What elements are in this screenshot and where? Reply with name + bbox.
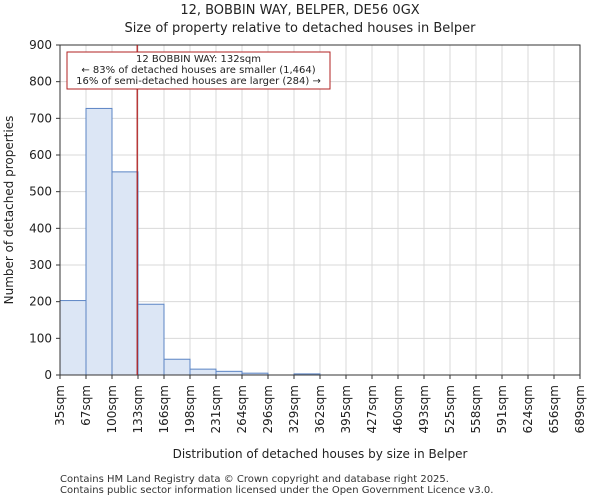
x-tick-label: 296sqm	[261, 385, 275, 433]
bar	[137, 303, 165, 376]
annotation-border	[66, 51, 331, 90]
y-tick-label: 300	[29, 258, 52, 272]
x-tick-label: 591sqm	[495, 385, 509, 433]
chart-title-line2: Size of property relative to detached ho…	[125, 21, 477, 36]
x-tick-label: 198sqm	[183, 385, 197, 433]
chart-title-line1: 12, BOBBIN WAY, BELPER, DE56 0GX	[180, 3, 419, 18]
x-tick-label: 264sqm	[235, 385, 249, 433]
x-tick-label: 493sqm	[417, 385, 431, 433]
x-tick-label: 166sqm	[157, 385, 171, 433]
x-tick-label: 67sqm	[79, 385, 93, 426]
plot-frame	[59, 44, 581, 376]
bar	[189, 368, 217, 376]
x-tick-label: 329sqm	[287, 385, 301, 433]
x-tick-label: 133sqm	[131, 385, 145, 433]
x-tick-label: 395sqm	[339, 385, 353, 433]
y-tick-label: 400	[29, 221, 52, 235]
bar	[111, 171, 139, 376]
x-tick-label: 231sqm	[209, 385, 223, 433]
x-axis-label: Distribution of detached houses by size …	[173, 447, 468, 461]
y-axis-label: Number of detached properties	[2, 116, 16, 305]
annotation-line2: ← 83% of detached houses are smaller (1,…	[81, 65, 315, 76]
bar	[59, 300, 87, 376]
bars	[59, 107, 321, 376]
annotation-line3: 16% of semi-detached houses are larger (…	[76, 76, 321, 87]
x-axis-ticks: 35sqm 67sqm 100sqm 133sqm 166sqm 198sqm 231sqm…	[53, 375, 587, 433]
y-tick-label: 500	[29, 185, 52, 199]
annotation-box: 12 BOBBIN WAY: 132sqm ← 83% of detached …	[66, 51, 331, 90]
x-tick-label: 624sqm	[521, 385, 535, 433]
footer-line2: Contains public sector information licen…	[60, 485, 494, 496]
x-tick-label: 558sqm	[469, 385, 483, 433]
x-tick-label: 362sqm	[313, 385, 327, 433]
x-tick-label: 689sqm	[573, 385, 587, 433]
x-tick-label: 35sqm	[53, 385, 67, 426]
y-tick-label: 800	[29, 75, 52, 89]
y-tick-label: 900	[29, 38, 52, 52]
annotation-line1: 12 BOBBIN WAY: 132sqm	[136, 54, 261, 65]
x-tick-label: 100sqm	[105, 385, 119, 433]
y-tick-label: 0	[44, 368, 52, 382]
y-tick-label: 100	[29, 331, 52, 345]
y-tick-label: 200	[29, 295, 52, 309]
bar	[215, 370, 243, 376]
x-tick-label: 656sqm	[547, 385, 561, 433]
x-tick-label: 525sqm	[443, 385, 457, 433]
footer-line1: Contains HM Land Registry data © Crown c…	[60, 474, 449, 485]
bar	[85, 107, 113, 376]
y-tick-label: 700	[29, 111, 52, 125]
y-axis-ticks: 0 100 200 300 400 500 600 700 800 900	[29, 38, 60, 382]
x-tick-label: 460sqm	[391, 385, 405, 433]
bar	[163, 358, 191, 376]
x-tick-label: 427sqm	[365, 385, 379, 433]
y-tick-label: 600	[29, 148, 52, 162]
